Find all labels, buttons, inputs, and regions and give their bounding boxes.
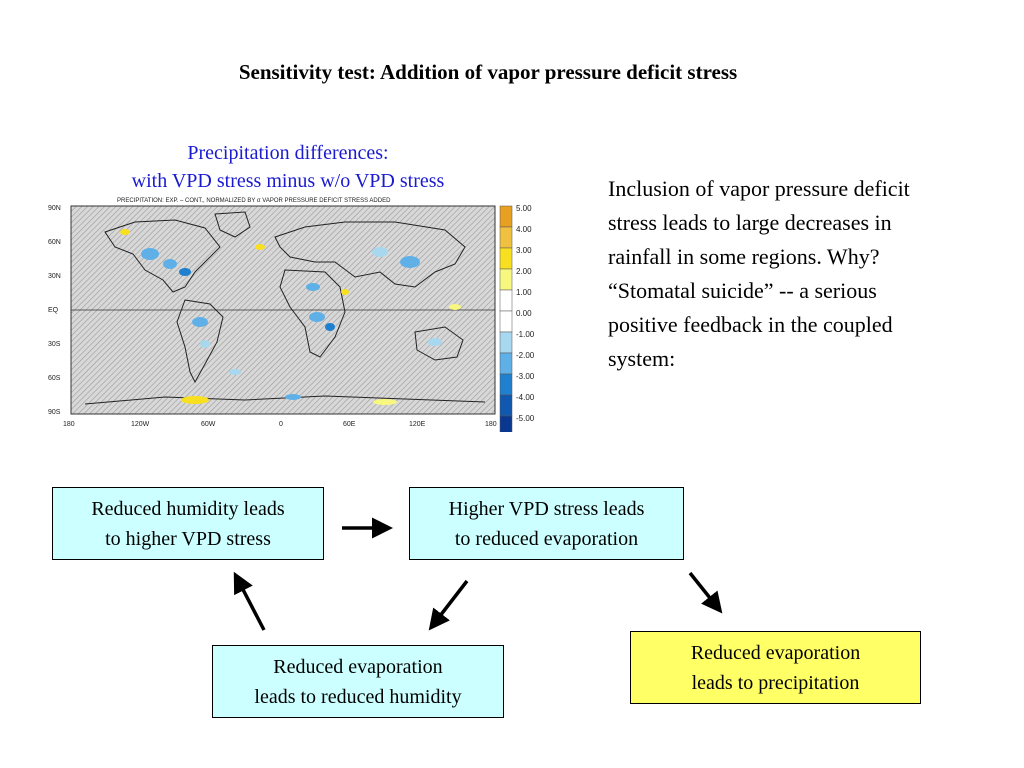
colorbar-label: 3.00 [516,246,532,255]
colorbar-label: 5.00 [516,204,532,213]
lat-label: 60S [48,375,61,382]
colorbar-label: 1.00 [516,288,532,297]
colorbar-swatch [499,331,513,354]
arrow-reduced-humidity-to-vpd [233,571,266,631]
map-caption-line2: with VPD stress minus w/o VPD stress [131,170,445,192]
box-reduced-evaporation-humidity: Reduced evaporation leads to reduced hum… [212,645,504,718]
precipitation-map-svg: PRECIPITATION: EXP. – CONT., NORMALIZED … [48,198,535,432]
colorbar-label: 0.00 [516,309,532,318]
precipitation-anomaly-blobs [120,229,461,405]
lon-label: 180 [63,421,75,428]
continent-outlines [84,211,486,405]
colorbar-label: -3.00 [516,372,535,381]
box-reduced-evaporation-precipitation: Reduced evaporation leads to precipitati… [630,631,921,704]
colorbar-swatch [499,247,513,270]
lat-label: 30N [48,273,61,280]
box-reduced-evaporation-precipitation-line1: Reduced evaporation [690,641,861,664]
lat-label: 90S [48,409,61,416]
longitude-labels: 180 120W 60W 0 60E 120E 180 [63,421,497,428]
lon-label: 60E [343,421,356,428]
colorbar-swatch [499,310,513,333]
box-reduced-evaporation-humidity-line2: leads to reduced humidity [254,685,462,708]
box-reduced-humidity-line1: Reduced humidity leads [91,497,285,520]
colorbar-label: 4.00 [516,225,532,234]
lon-label: 180 [485,421,497,428]
box-reduced-evaporation-precipitation-line2: leads to precipitation [691,671,860,694]
box-reduced-evaporation-humidity-line1: Reduced evaporation [273,655,443,678]
lat-label: 90N [48,205,61,212]
colorbar-swatch [499,205,513,228]
colorbar-swatch [499,268,513,291]
box-higher-vpd-stress-line1: Higher VPD stress leads [448,497,645,520]
box-reduced-humidity-line2: to higher VPD stress [105,527,271,550]
lat-label: EQ [48,307,59,314]
colorbar-label: -1.00 [516,330,535,339]
colorbar-swatch [499,373,513,396]
slide-title: Sensitivity test: Addition of vapor pres… [238,60,738,84]
box-reduced-humidity: Reduced humidity leads to higher VPD str… [52,487,324,560]
colorbar-label: 2.00 [516,267,532,276]
box-higher-vpd-stress-line2: to reduced evaporation [454,527,639,550]
colorbar-swatch [499,415,513,432]
lat-label: 30S [48,341,61,348]
lat-label: 60N [48,239,61,246]
lon-label: 120W [131,421,150,428]
arrow-vpd-to-precipitation [688,571,723,614]
colorbar-label: -2.00 [516,351,535,360]
latitude-labels: 90N 60N 30N EQ 30S 60S 90S [48,205,61,416]
colorbar-swatch [499,289,513,312]
arrow-vpd-to-reduced-humidity [428,579,469,631]
colorbar-label: -5.00 [516,414,535,423]
map-caption-line1: Precipitation differences: [187,142,389,164]
lon-label: 60W [201,421,216,428]
map-header-text: PRECIPITATION: EXP. – CONT., NORMALIZED … [117,198,391,204]
lon-label: 0 [279,421,283,428]
box-higher-vpd-stress: Higher VPD stress leads to reduced evapo… [409,487,684,560]
precipitation-map-figure: PRECIPITATION: EXP. – CONT., NORMALIZED … [45,192,555,432]
colorbar-swatch [499,352,513,375]
map-caption: Precipitation differences: with VPD stre… [70,139,506,195]
explanation-text: Inclusion of vapor pressure deficit stre… [608,176,910,371]
colorbar-swatch [499,226,513,249]
colorbar-label: -4.00 [516,393,535,402]
lon-label: 120E [409,421,426,428]
colorbar: 5.00 4.00 3.00 2.00 1.00 0.00 -1.00 -2.00 -3.00 -… [499,204,535,432]
colorbar-swatch [499,394,513,417]
